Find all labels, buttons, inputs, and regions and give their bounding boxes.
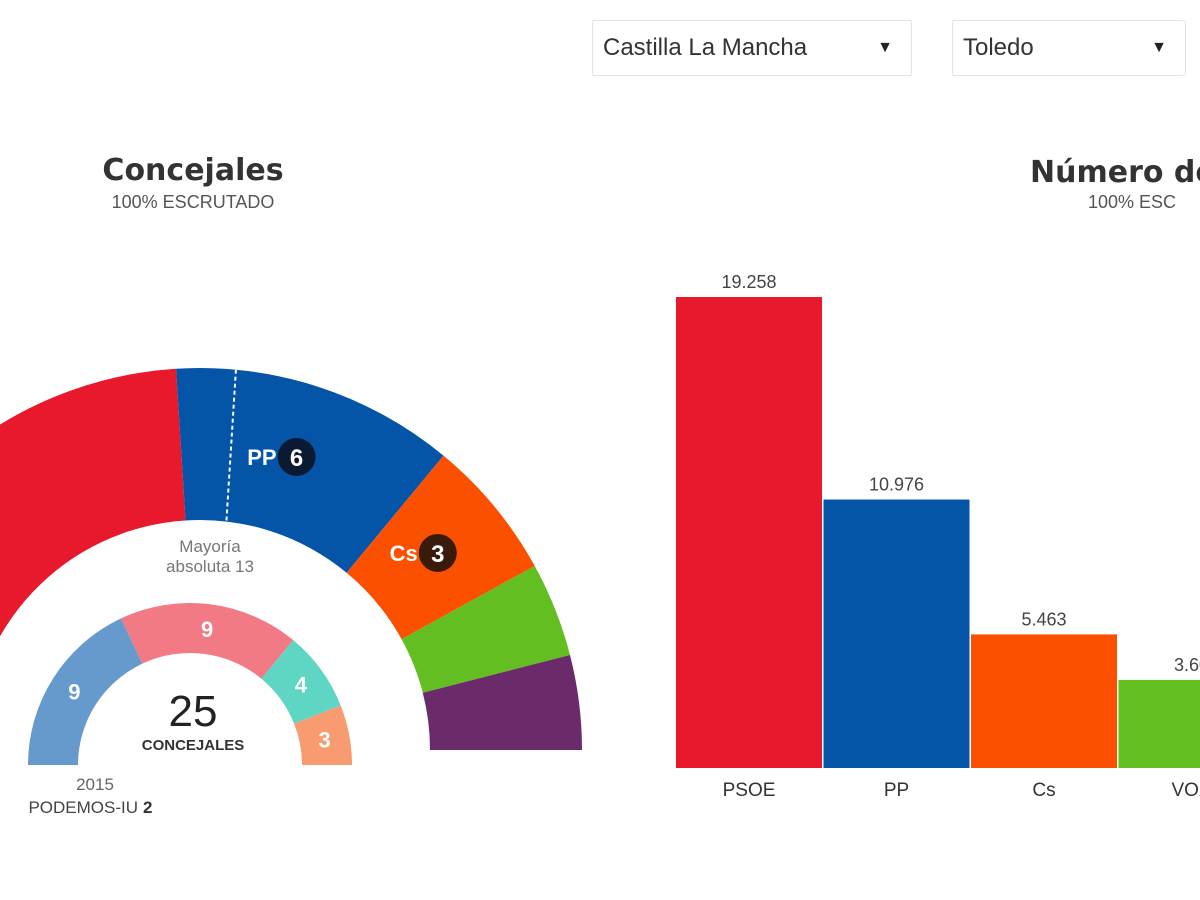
votes-subtitle: 100% ESC (1088, 192, 1176, 212)
bar-category-label: Cs (1032, 780, 1055, 801)
seat-segment-podemos-iu (422, 655, 582, 750)
footer-seats: 2 (143, 798, 152, 817)
bar-psoe (676, 297, 822, 768)
province-value: Toledo (963, 34, 1034, 61)
bar-category-label: PSOE (723, 780, 776, 801)
votes-title: Número de (1030, 155, 1200, 190)
majority-label-2: absoluta 13 (166, 557, 254, 576)
party-label: Cs (390, 541, 418, 566)
total-label: CONCEJALES (142, 737, 245, 754)
region-value: Castilla La Mancha (603, 34, 808, 61)
previous-seat-segment (121, 602, 294, 679)
bar-cs (971, 634, 1117, 768)
previous-seat-count: 4 (295, 672, 308, 697)
seat-count: 6 (290, 445, 303, 472)
footer-party: PODEMOS-IU (28, 798, 138, 817)
bar-vox (1118, 679, 1200, 768)
previous-seat-segment (294, 705, 352, 765)
bar-pp (823, 499, 970, 768)
bar-value-label: 3.60 (1174, 655, 1200, 675)
triangle-down-icon: ▼ (1151, 39, 1167, 56)
seats-subtitle: 100% ESCRUTADO (112, 192, 275, 212)
bar-category-label: PP (884, 780, 909, 801)
previous-year: 2015 (76, 775, 114, 794)
seat-badge (418, 533, 457, 572)
region-dropdown[interactable]: Castilla La Mancha ▼ (592, 20, 912, 76)
previous-seat-count: 9 (201, 617, 213, 642)
seat-segment-vox (401, 565, 570, 693)
bar-value-label: 5.463 (1021, 609, 1066, 629)
bar-category-label: VOX (1171, 780, 1200, 801)
previous-seat-segment (261, 640, 341, 724)
majority-line (225, 368, 237, 521)
total-seats: 25 (169, 687, 218, 736)
party-label: PP (247, 445, 276, 470)
province-dropdown[interactable]: Toledo ▼ (952, 20, 1186, 76)
seat-segment-psoe (0, 368, 186, 637)
previous-seat-count: 3 (318, 727, 330, 752)
previous-seat-segment (28, 618, 143, 765)
bar-value-label: 10.976 (869, 475, 924, 495)
seat-count: 3 (431, 541, 444, 568)
majority-label-1: Mayoría (179, 537, 241, 556)
bar-value-label: 19.258 (721, 272, 776, 292)
seat-badge (277, 437, 316, 476)
seats-title: Concejales (102, 153, 283, 188)
triangle-down-icon: ▼ (877, 39, 893, 56)
previous-seat-count: 9 (68, 680, 80, 705)
